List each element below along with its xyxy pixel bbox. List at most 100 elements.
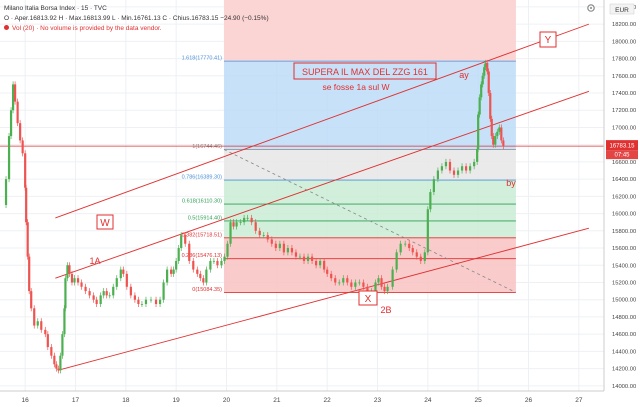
candle-body: [122, 269, 125, 274]
candle-body: [290, 248, 294, 253]
candle-body: [88, 291, 91, 296]
candle-body: [199, 273, 202, 279]
settings-gear-icon[interactable]: [587, 4, 595, 12]
candle-body: [223, 256, 226, 261]
candle-body: [270, 239, 273, 244]
candle-body: [154, 299, 158, 305]
candle-body: [415, 252, 418, 257]
wave-by-label: by: [506, 178, 516, 188]
candle-body: [119, 269, 122, 279]
candle-body: [102, 291, 105, 296]
candle-body: [64, 278, 67, 309]
candle-body: [50, 347, 53, 356]
fib-zone: [223, 149, 516, 181]
volume-dot-icon: [4, 25, 9, 30]
candle-body: [16, 101, 19, 124]
price-tick-label: 15000.00: [612, 298, 636, 304]
candle-body: [11, 84, 15, 111]
time-tick-label: 22: [324, 397, 332, 404]
candle-body: [346, 278, 349, 283]
candle-series: [4, 59, 505, 374]
candle-body: [374, 282, 377, 292]
candle-body: [354, 282, 357, 287]
candle-body: [24, 153, 27, 188]
candle-body: [129, 286, 132, 296]
candle-body: [196, 269, 199, 274]
candle-body: [76, 278, 80, 283]
chart-legend: Milano Italia Borsa Index · 15 · TVC O ·…: [4, 4, 269, 34]
candle-body: [426, 209, 429, 253]
candle-body: [366, 286, 369, 292]
currency-box: [609, 3, 635, 15]
price-tick-label: 15200.00: [612, 280, 636, 286]
candle-body: [26, 222, 29, 257]
time-tick-label: 27: [575, 397, 583, 404]
candle-body: [158, 299, 162, 305]
candle-body: [429, 192, 432, 210]
price-tick-label: 18000.00: [612, 39, 636, 45]
currency-label: EUR: [615, 7, 629, 14]
candle-body: [125, 273, 128, 287]
candle-body: [423, 252, 426, 261]
candle-body: [170, 269, 173, 274]
candle-body: [440, 166, 444, 171]
candle-body: [46, 334, 49, 348]
candle-body: [456, 170, 460, 175]
candle-body: [68, 265, 71, 274]
candle-body: [477, 114, 480, 149]
fibonacci-retracement: 1.618(17770.41) 1(16744.46) 0.786(16389.30…: [182, 0, 517, 293]
time-tick-label: 20: [223, 397, 231, 404]
candle-body: [188, 243, 191, 261]
candle-body: [239, 222, 242, 223]
countdown-box: [606, 150, 638, 160]
candle-body: [229, 222, 232, 244]
candle-body: [36, 321, 39, 326]
candle-body: [278, 243, 281, 249]
price-tick-label: 17000.00: [612, 125, 636, 131]
price-tick-label: 18200.00: [612, 22, 636, 28]
candle-body: [180, 235, 183, 249]
candle-body: [408, 243, 411, 249]
candle-body: [350, 282, 353, 287]
time-scale-panel: [0, 391, 640, 407]
candle-body: [274, 243, 277, 249]
candle-body: [481, 75, 484, 85]
candle-body: [177, 248, 180, 261]
candle-body: [502, 140, 505, 147]
candle-body: [294, 252, 298, 257]
candle-body: [476, 148, 479, 162]
candle-body: [386, 286, 389, 292]
candle-body: [70, 273, 74, 283]
candle-body: [105, 291, 108, 296]
fib-level-label: 0.382(15718.51): [182, 232, 223, 238]
candle-body: [235, 222, 238, 227]
fib-level-label: 0.5(15914.40): [188, 215, 222, 221]
trend-line: [55, 90, 590, 279]
candle-body: [175, 260, 178, 270]
candle-body: [310, 256, 314, 261]
fib-level-label: 0.786(16389.30): [182, 175, 223, 181]
candle-body: [250, 217, 253, 223]
candle-body: [33, 308, 36, 326]
candle-body: [61, 334, 64, 356]
candle-body: [137, 299, 140, 305]
candle-body: [330, 273, 333, 279]
x-label-box: [358, 290, 378, 306]
price-tick-label: 15800.00: [612, 229, 636, 235]
price-scale-panel: [604, 0, 640, 391]
time-tick-label: 26: [525, 397, 533, 404]
candle-body: [383, 286, 386, 292]
candle-body: [338, 282, 341, 284]
y-label-box: [539, 31, 557, 48]
candle-body: [209, 260, 212, 270]
candle-body: [342, 278, 345, 283]
candle-body: [358, 282, 361, 284]
candle-body: [30, 291, 33, 309]
price-tick-label: 17400.00: [612, 91, 636, 97]
time-tick-label: 25: [475, 397, 483, 404]
candle-body: [216, 260, 219, 266]
candle-body: [99, 295, 102, 305]
candle-body: [436, 170, 439, 180]
